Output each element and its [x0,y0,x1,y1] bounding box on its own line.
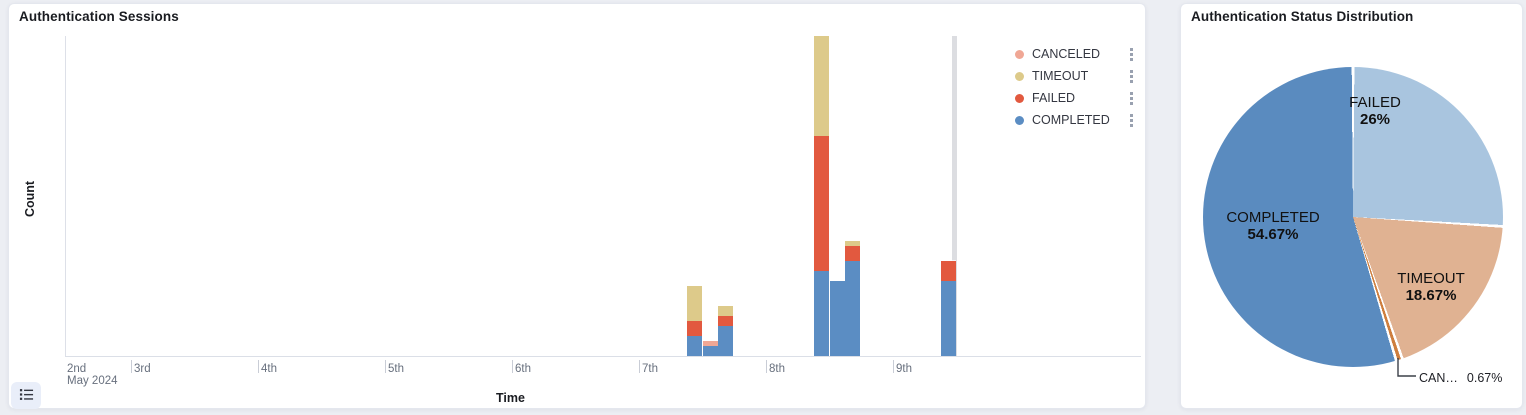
panel-title: Authentication Sessions [19,9,179,24]
x-axis-title: Time [496,391,525,405]
tick-mark [512,360,513,373]
pie-chart[interactable] [1203,67,1503,367]
bar-segment-completed[interactable] [814,271,829,356]
chart-legend: CANCELED TIMEOUT FAILED COMPLETED [1015,43,1135,131]
tick-label: 4th [261,363,277,375]
pie-label-canceled: CAN… 0.67% [1419,371,1503,385]
bar-segment-timeout[interactable] [718,306,733,316]
bar-segment-timeout[interactable] [687,286,702,321]
legend-label: TIMEOUT [1032,69,1089,83]
tick-label: 9th [896,363,912,375]
bar-segment-completed[interactable] [718,326,733,356]
legend-item-timeout[interactable]: TIMEOUT [1015,65,1135,87]
tick-label: 2nd [67,363,87,375]
current-time-marker [952,36,957,356]
tick-mark [766,360,767,373]
bar-segment-completed[interactable] [687,336,702,356]
legend-item-completed[interactable]: COMPLETED [1015,109,1135,131]
tick-context-label: May 2024 [67,375,118,387]
bar-segment-failed[interactable] [845,246,860,261]
legend-label: FAILED [1032,91,1076,105]
pie-label-completed: COMPLETED 54.67% [1226,209,1320,243]
legend-actions-icon[interactable] [1128,112,1135,129]
tick-label: 5th [388,363,404,375]
tick-label: 3rd [134,363,151,375]
bar-segment-timeout[interactable] [845,241,860,246]
pie-label-timeout: TIMEOUT 18.67% [1397,270,1465,304]
tick-label: 6th [515,363,531,375]
legend-item-canceled[interactable]: CANCELED [1015,43,1135,65]
tick-mark [893,360,894,373]
tick-mark [639,360,640,373]
panel-authentication-status-distribution: Authentication Status Distribution FAILE… [1180,3,1523,409]
x-axis-ticks: 2nd May 2024 3rd 4th 5th 6th 7th 8th 9th [65,357,965,391]
tick-label: 8th [769,363,785,375]
bar-segment-completed[interactable] [941,281,956,356]
bar-segment-failed[interactable] [718,316,733,326]
panel-title: Authentication Status Distribution [1191,9,1414,24]
bar-segment-completed[interactable] [703,346,718,356]
list-icon [19,387,34,405]
tick-mark [258,360,259,373]
bar-segment-completed[interactable] [830,281,845,356]
x-axis-line [65,356,1141,357]
legend-actions-icon[interactable] [1128,46,1135,63]
tick-mark [131,360,132,373]
legend-dot-canceled [1015,49,1024,59]
legend-toggle-button[interactable] [11,382,41,409]
bar-segment-timeout[interactable] [814,36,829,136]
bar-segment-canceled[interactable] [703,341,718,346]
y-axis-line [65,36,66,356]
y-axis-title: Count [23,180,37,218]
bar-segment-failed[interactable] [687,321,702,336]
legend-dot-completed [1015,115,1024,125]
pie-label-failed: FAILED 26% [1349,94,1401,128]
bar-segment-failed[interactable] [814,136,829,271]
legend-actions-icon[interactable] [1128,90,1135,107]
bar-segment-completed[interactable] [845,261,860,356]
legend-dot-timeout [1015,71,1024,81]
panel-authentication-sessions: Authentication Sessions Count 2nd May 202… [8,3,1146,409]
pie-callout-line [1397,358,1416,377]
bar-segment-failed[interactable] [941,261,956,281]
bar-chart-plot-area [65,36,957,356]
tick-mark [385,360,386,373]
legend-dot-failed [1015,93,1024,103]
tick-label: 7th [642,363,658,375]
legend-item-failed[interactable]: FAILED [1015,87,1135,109]
legend-actions-icon[interactable] [1128,68,1135,85]
legend-label: COMPLETED [1032,113,1110,127]
legend-label: CANCELED [1032,47,1101,61]
